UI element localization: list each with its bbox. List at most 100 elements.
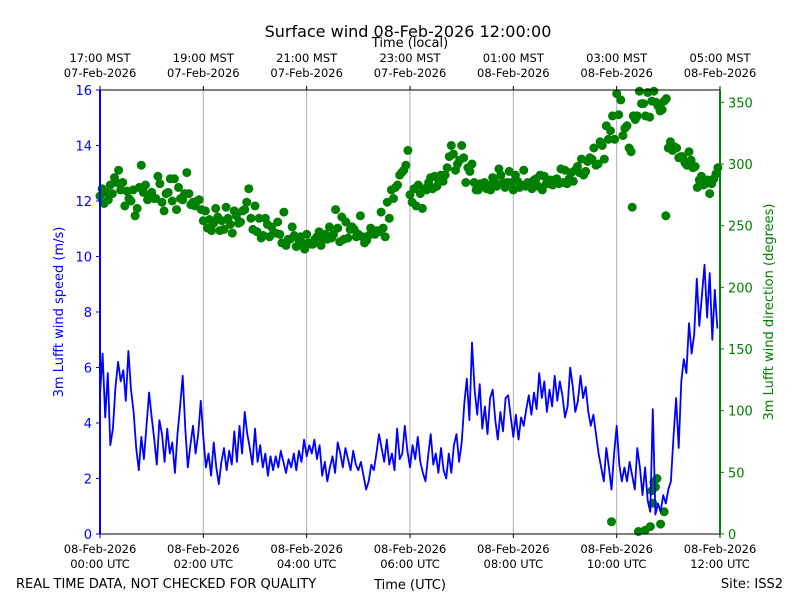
direction-point (626, 147, 636, 157)
right-tick-label: 300 (728, 158, 753, 173)
direction-point (661, 211, 671, 221)
bottom-tick-label-date: 08-Feb-2026 (374, 542, 447, 556)
right-tick-label: 150 (728, 343, 753, 358)
direction-point (519, 165, 529, 175)
direction-point (384, 213, 394, 223)
bottom-tick-label-time: 00:00 UTC (70, 557, 130, 571)
direction-point (343, 233, 353, 243)
direction-point (627, 202, 637, 212)
direction-point (331, 205, 341, 215)
bottom-tick-label-time: 08:00 UTC (484, 557, 544, 571)
direction-point (661, 94, 671, 104)
top-tick-label-date: 07-Feb-2026 (64, 66, 137, 80)
direction-point (107, 189, 117, 199)
direction-point (610, 134, 620, 144)
direction-point (656, 519, 666, 529)
left-tick-label: 10 (75, 251, 92, 266)
left-tick-label: 6 (84, 362, 92, 377)
direction-point (403, 145, 413, 155)
left-axis-label: 3m Lufft wind speed (m/s) (52, 227, 67, 398)
direction-point (126, 196, 136, 206)
direction-point (153, 171, 163, 181)
bottom-tick-label-time: 12:00 UTC (690, 557, 750, 571)
direction-point (606, 126, 615, 136)
bottom-tick-label-time: 06:00 UTC (380, 557, 440, 571)
direction-point (645, 522, 655, 532)
direction-point (118, 178, 128, 187)
direction-point (639, 99, 648, 109)
top-tick-label-time: 23:00 MST (379, 51, 441, 65)
direction-point (273, 217, 283, 227)
direction-point (393, 180, 403, 190)
direction-point (690, 162, 700, 171)
site-label: Site: ISS2 (721, 577, 783, 592)
direction-point (163, 187, 173, 197)
bottom-tick-label-date: 08-Feb-2026 (270, 542, 343, 556)
right-tick-label: 100 (728, 405, 753, 420)
bottom-tick-label-date: 08-Feb-2026 (684, 542, 757, 556)
top-tick-label-time: 17:00 MST (69, 51, 131, 65)
chart-title: Surface wind 08-Feb-2026 12:00:00 (265, 22, 552, 41)
direction-point (279, 207, 289, 217)
top-tick-label-time: 05:00 MST (689, 51, 751, 65)
right-tick-label: 200 (728, 281, 753, 296)
left-axis-ticks: 0 2 4 6 8 10 12 14 16 (75, 84, 100, 543)
direction-point (333, 223, 343, 233)
direction-point (446, 141, 456, 150)
direction-point (417, 203, 427, 213)
direction-point (159, 206, 169, 216)
right-tick-label: 50 (728, 466, 745, 481)
direction-point (225, 219, 235, 229)
right-tick-label: 0 (728, 528, 736, 543)
direction-point (221, 202, 231, 212)
bottom-tick-label-date: 08-Feb-2026 (64, 542, 137, 556)
direction-point (457, 141, 467, 150)
direction-point (603, 134, 613, 144)
direction-point (155, 179, 165, 189)
direction-point (341, 217, 351, 227)
direction-point (632, 111, 642, 121)
direction-point (211, 203, 221, 213)
direction-point (355, 211, 365, 221)
top-tick-label-time: 03:00 MST (586, 51, 648, 65)
direction-point (589, 143, 599, 153)
top-tick-label-time: 01:00 MST (483, 51, 545, 65)
direction-point (649, 86, 659, 96)
direction-point (141, 180, 150, 190)
direction-point (172, 205, 181, 215)
left-tick-label: 4 (84, 417, 92, 432)
direction-point (442, 163, 452, 173)
direction-point (194, 195, 204, 205)
direction-point (242, 197, 252, 207)
speed-series-layer (99, 263, 719, 516)
direction-point (254, 213, 264, 223)
top-tick-label-date: 07-Feb-2026 (167, 66, 240, 80)
direction-point (461, 178, 471, 187)
right-axis-ticks: 0 50 100 150 200 250 300 350 (720, 96, 753, 543)
direction-point (324, 222, 334, 232)
direction-point (167, 196, 177, 206)
direction-point (275, 229, 285, 239)
top-tick-label-date: 07-Feb-2026 (374, 66, 447, 80)
direction-point (114, 165, 124, 175)
direction-point (380, 232, 390, 242)
direction-point (581, 166, 591, 176)
top-tick-label-time: 19:00 MST (173, 51, 235, 65)
direction-point (618, 131, 628, 141)
direction-point (207, 226, 217, 236)
direction-point (182, 168, 192, 178)
speed-line (99, 263, 719, 516)
direction-point (389, 194, 398, 203)
left-tick-label: 0 (84, 528, 92, 543)
direction-point (616, 95, 626, 105)
direction-point (568, 176, 578, 186)
direction-point (713, 163, 723, 173)
direction-point (378, 223, 388, 233)
direction-point (246, 213, 256, 223)
direction-point (250, 201, 260, 211)
direction-point (240, 205, 250, 215)
left-tick-label: 2 (84, 473, 92, 488)
left-tick-label: 16 (75, 84, 92, 99)
direction-point (112, 178, 121, 187)
